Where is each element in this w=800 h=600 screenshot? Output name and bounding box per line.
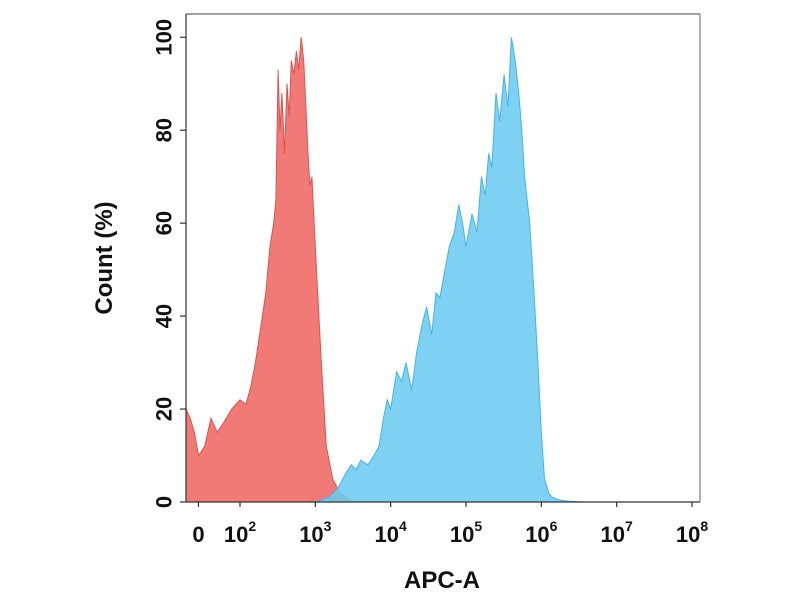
y-axis-title: Count (%): [91, 201, 118, 314]
x-tick-label: 104: [375, 518, 407, 547]
x-tick-label: 108: [676, 518, 708, 547]
x-tick-label: 102: [224, 518, 256, 547]
x-tick-label: 103: [299, 518, 331, 547]
y-tick-label: 80: [152, 118, 177, 142]
histogram-series-2: [186, 37, 692, 503]
y-tick-label: 20: [152, 397, 177, 421]
y-tick-label: 60: [152, 211, 177, 235]
y-tick-label: 0: [152, 496, 177, 508]
x-tick-label: 106: [525, 518, 557, 547]
x-axis-title: APC-A: [404, 567, 480, 594]
y-tick-label: 40: [152, 304, 177, 328]
x-tick-label: 107: [601, 518, 633, 547]
histogram-series-1: [185, 37, 353, 503]
x-tick-label: 0: [192, 522, 204, 547]
x-tick-label: 105: [450, 518, 482, 547]
y-tick-label: 100: [152, 19, 177, 56]
